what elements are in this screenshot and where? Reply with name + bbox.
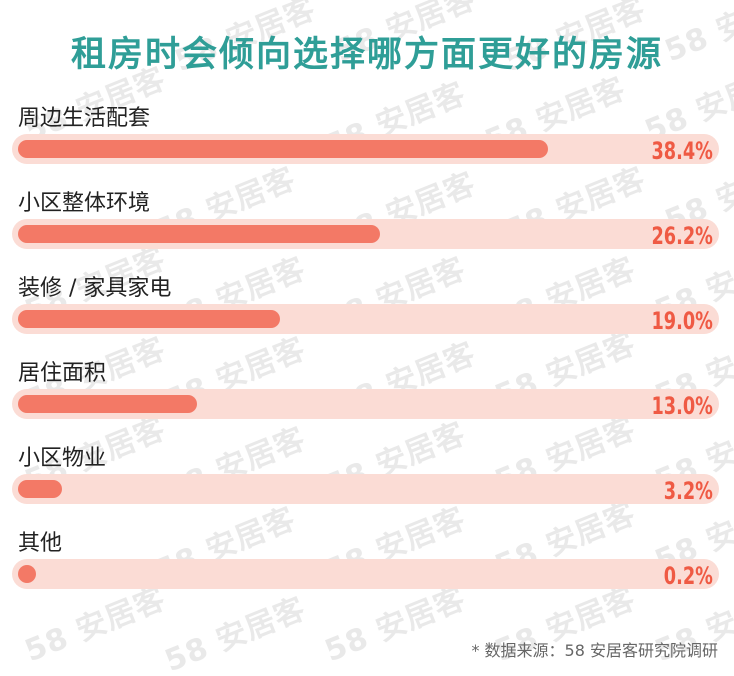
bar-fill bbox=[18, 140, 548, 158]
bar-track bbox=[12, 559, 719, 589]
bar-track bbox=[12, 134, 719, 164]
bar-row: 居住面积 13.0% bbox=[0, 355, 734, 440]
bar-row: 小区整体环境 26.2% bbox=[0, 185, 734, 270]
bar-row: 周边生活配套 38.4% bbox=[0, 100, 734, 185]
bar-fill bbox=[18, 310, 281, 328]
chart-title: 租房时会倾向选择哪方面更好的房源 bbox=[70, 35, 663, 75]
bar-fill bbox=[18, 225, 380, 243]
category-label: 其他 bbox=[18, 531, 63, 556]
bar-fill bbox=[18, 480, 63, 498]
value-label: 19.0% bbox=[651, 307, 713, 335]
category-label: 周边生活配套 bbox=[18, 106, 151, 131]
value-label: 3.2% bbox=[663, 477, 713, 505]
value-label: 38.4% bbox=[651, 137, 713, 165]
bar-track bbox=[12, 474, 719, 504]
data-source-footnote: * 数据来源：58 安居客研究院调研 bbox=[471, 641, 718, 660]
bar-track bbox=[12, 304, 719, 334]
value-label: 13.0% bbox=[651, 392, 713, 420]
category-label: 居住面积 bbox=[18, 361, 107, 386]
bar-track bbox=[12, 389, 719, 419]
bar-track bbox=[12, 219, 719, 249]
bar-row: 装修 / 家具家电 19.0% bbox=[0, 270, 734, 355]
bar-fill bbox=[18, 565, 36, 583]
bar-row: 小区物业 3.2% bbox=[0, 440, 734, 525]
value-label: 0.2% bbox=[663, 562, 713, 590]
category-label: 小区物业 bbox=[18, 446, 107, 471]
bar-row: 其他 0.2% bbox=[0, 525, 734, 610]
value-label: 26.2% bbox=[651, 222, 713, 250]
category-label: 小区整体环境 bbox=[18, 191, 151, 216]
category-label: 装修 / 家具家电 bbox=[18, 276, 172, 301]
bar-fill bbox=[18, 395, 198, 413]
